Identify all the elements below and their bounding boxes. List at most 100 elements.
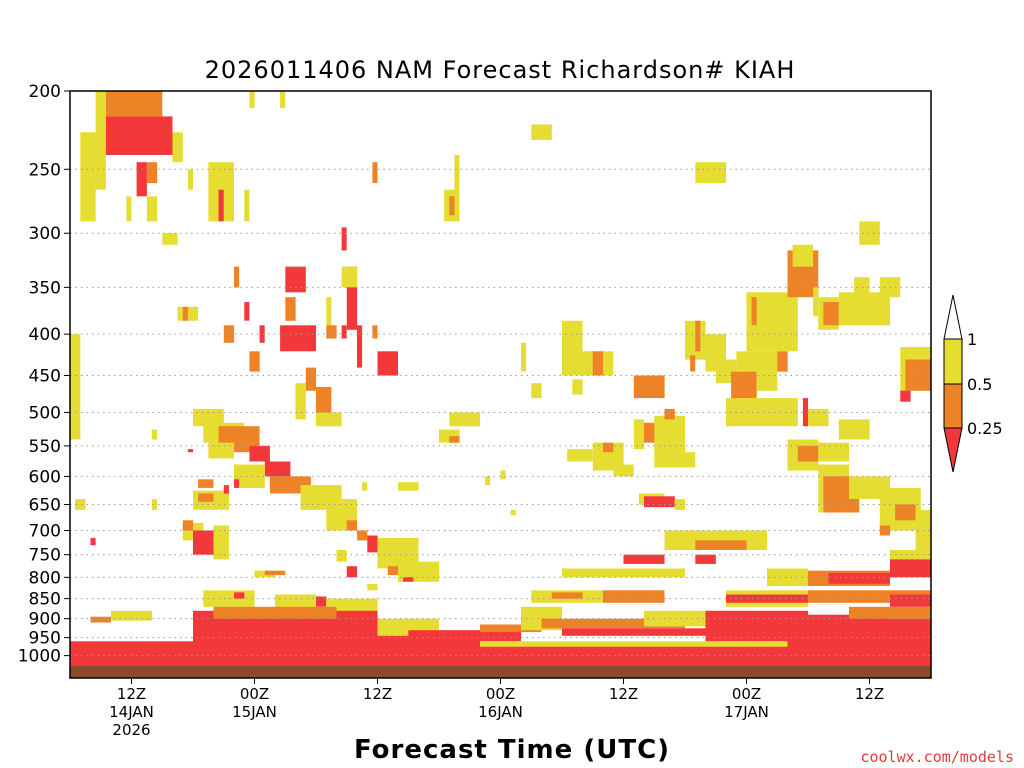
ri-cell-0.5-1 (813, 287, 819, 317)
ri-cell-0.25-0.5 (90, 616, 111, 623)
x-tick-label: 12Z (363, 685, 392, 703)
ri-cell-0.25-0.5 (823, 302, 839, 326)
ground-strip (70, 666, 931, 678)
y-tick-label: 350 (29, 278, 61, 298)
ri-cell-0.5-1 (695, 162, 727, 183)
ri-cell-0.25-0.5 (592, 351, 604, 376)
ri-cell-0.25-0.5 (234, 266, 240, 288)
ri-cell-below_0.25 (808, 614, 890, 642)
x-tick-label: 15JAN (232, 703, 277, 721)
x-tick-label: 2026 (112, 721, 150, 739)
x-tick-label: 14JAN (109, 703, 154, 721)
ri-cell-below_0.25 (403, 577, 414, 582)
ri-cell-0.5-1 (341, 266, 357, 288)
ri-cell-0.5-1 (95, 91, 106, 190)
ri-cell-below_0.25 (695, 554, 716, 564)
ri-cell-below_0.25 (890, 557, 931, 578)
colorbar-bottom-triangle (943, 427, 963, 473)
ri-cell-0.5-1 (367, 583, 378, 591)
ri-cell-0.5-1 (818, 442, 850, 462)
ri-cell-0.5-1 (480, 641, 788, 647)
ri-cell-0.5-1 (849, 476, 890, 499)
ri-cell-0.25-0.5 (372, 325, 378, 339)
ri-cell-0.5-1 (685, 320, 706, 360)
ri-cell-0.25-0.5 (695, 540, 747, 550)
ri-cell-0.5-1 (249, 91, 255, 109)
ri-cell-0.5-1 (193, 408, 224, 427)
colorbar-label: 1 (967, 330, 977, 349)
ri-cell-0.25-0.5 (387, 566, 399, 576)
colorbar-band-0.25-0.5 (943, 383, 963, 429)
ri-cell-0.25-0.5 (198, 479, 214, 488)
ri-cell-below_0.25 (244, 302, 250, 321)
ri-cell-0.5-1 (162, 233, 178, 245)
ri-cell-0.5-1 (75, 499, 86, 510)
y-tick-label: 650 (29, 496, 61, 516)
y-tick-label: 250 (29, 160, 61, 180)
ri-cell-below_0.25 (259, 325, 265, 343)
ri-cell-below_0.25 (316, 596, 327, 607)
ri-cell-0.25-0.5 (223, 325, 235, 343)
ri-cell-below_0.25 (562, 628, 706, 636)
ri-cell-0.25-0.5 (849, 606, 931, 619)
ri-cell-0.5-1 (654, 415, 686, 453)
ri-cell-0.25-0.5 (480, 624, 542, 633)
ri-cell-below_0.25 (377, 351, 398, 376)
ri-cell-below_0.25 (357, 325, 363, 368)
pressure-gridlines (70, 168, 931, 657)
ri-cell-0.25-0.5 (777, 351, 788, 372)
ri-cell-below_0.25 (264, 461, 291, 477)
ri-cell-0.5-1 (126, 196, 132, 222)
ri-cell-0.25-0.5 (182, 520, 194, 531)
ri-cell-0.25-0.5 (346, 520, 358, 531)
colorbar-label: 0.25 (967, 419, 1003, 438)
ri-cell-below_0.25 (828, 572, 890, 584)
ri-cell-0.5-1 (146, 196, 158, 222)
ri-cell-0.5-1 (254, 570, 275, 578)
y-tick-label: 800 (29, 568, 61, 588)
x-axis-label: Forecast Time (UTC) (354, 735, 670, 765)
ri-cell-below_0.25 (890, 618, 931, 642)
ri-cell-0.25-0.5 (895, 504, 916, 521)
ri-cell-0.5-1 (572, 379, 583, 395)
ri-cell-below_0.25 (623, 554, 665, 564)
x-tick-label: 00Z (240, 685, 269, 703)
colorbar-band-0.5-1 (943, 338, 963, 385)
x-tick-label: 17JAN (724, 703, 769, 721)
ri-cell-0.25-0.5 (105, 91, 163, 117)
ri-cell-0.5-1 (234, 464, 265, 488)
ri-cell-0.25-0.5 (372, 162, 378, 183)
ri-cell-below_0.25 (408, 630, 522, 642)
ri-cell-0.25-0.5 (541, 618, 685, 629)
ri-cell-below_0.25 (787, 639, 931, 653)
y-tick-label: 450 (29, 366, 61, 386)
ri-cell-0.5-1 (772, 297, 788, 326)
colorbar: 1 0.5 0.25 (943, 294, 1003, 473)
ri-cell-below_0.25 (136, 162, 147, 197)
ri-cell-0.5-1 (485, 476, 491, 486)
ri-cell-0.5-1 (915, 509, 931, 550)
y-tick-label: 200 (29, 82, 61, 102)
ri-cell-0.25-0.5 (326, 325, 337, 339)
ri-cell-0.25-0.5 (285, 297, 296, 321)
ri-cell-0.5-1 (854, 277, 870, 298)
y-tick-label: 400 (29, 325, 61, 345)
ri-cell-below_0.25 (705, 610, 808, 642)
credit-text: coolwx.com/models (860, 748, 1014, 766)
ri-cell-below_0.25 (346, 566, 358, 578)
ri-cell-0.5-1 (187, 169, 193, 190)
ri-cell-0.25-0.5 (751, 297, 757, 326)
x-tick-label: 12Z (855, 685, 884, 703)
ri-cell-0.25-0.5 (449, 436, 460, 443)
ri-cell-below_0.25 (644, 496, 675, 508)
ri-cell-below_0.25 (802, 398, 808, 427)
ri-cell-below_0.25 (193, 635, 480, 653)
ri-cell-0.5-1 (859, 221, 880, 245)
ri-cell-below_0.25 (280, 325, 316, 352)
ri-cell-0.5-1 (336, 550, 347, 562)
ri-cell-below_0.25 (187, 449, 193, 453)
ri-cell-0.5-1 (510, 509, 516, 516)
ri-cell-0.5-1 (398, 561, 439, 582)
ri-cell-0.5-1 (280, 91, 286, 109)
